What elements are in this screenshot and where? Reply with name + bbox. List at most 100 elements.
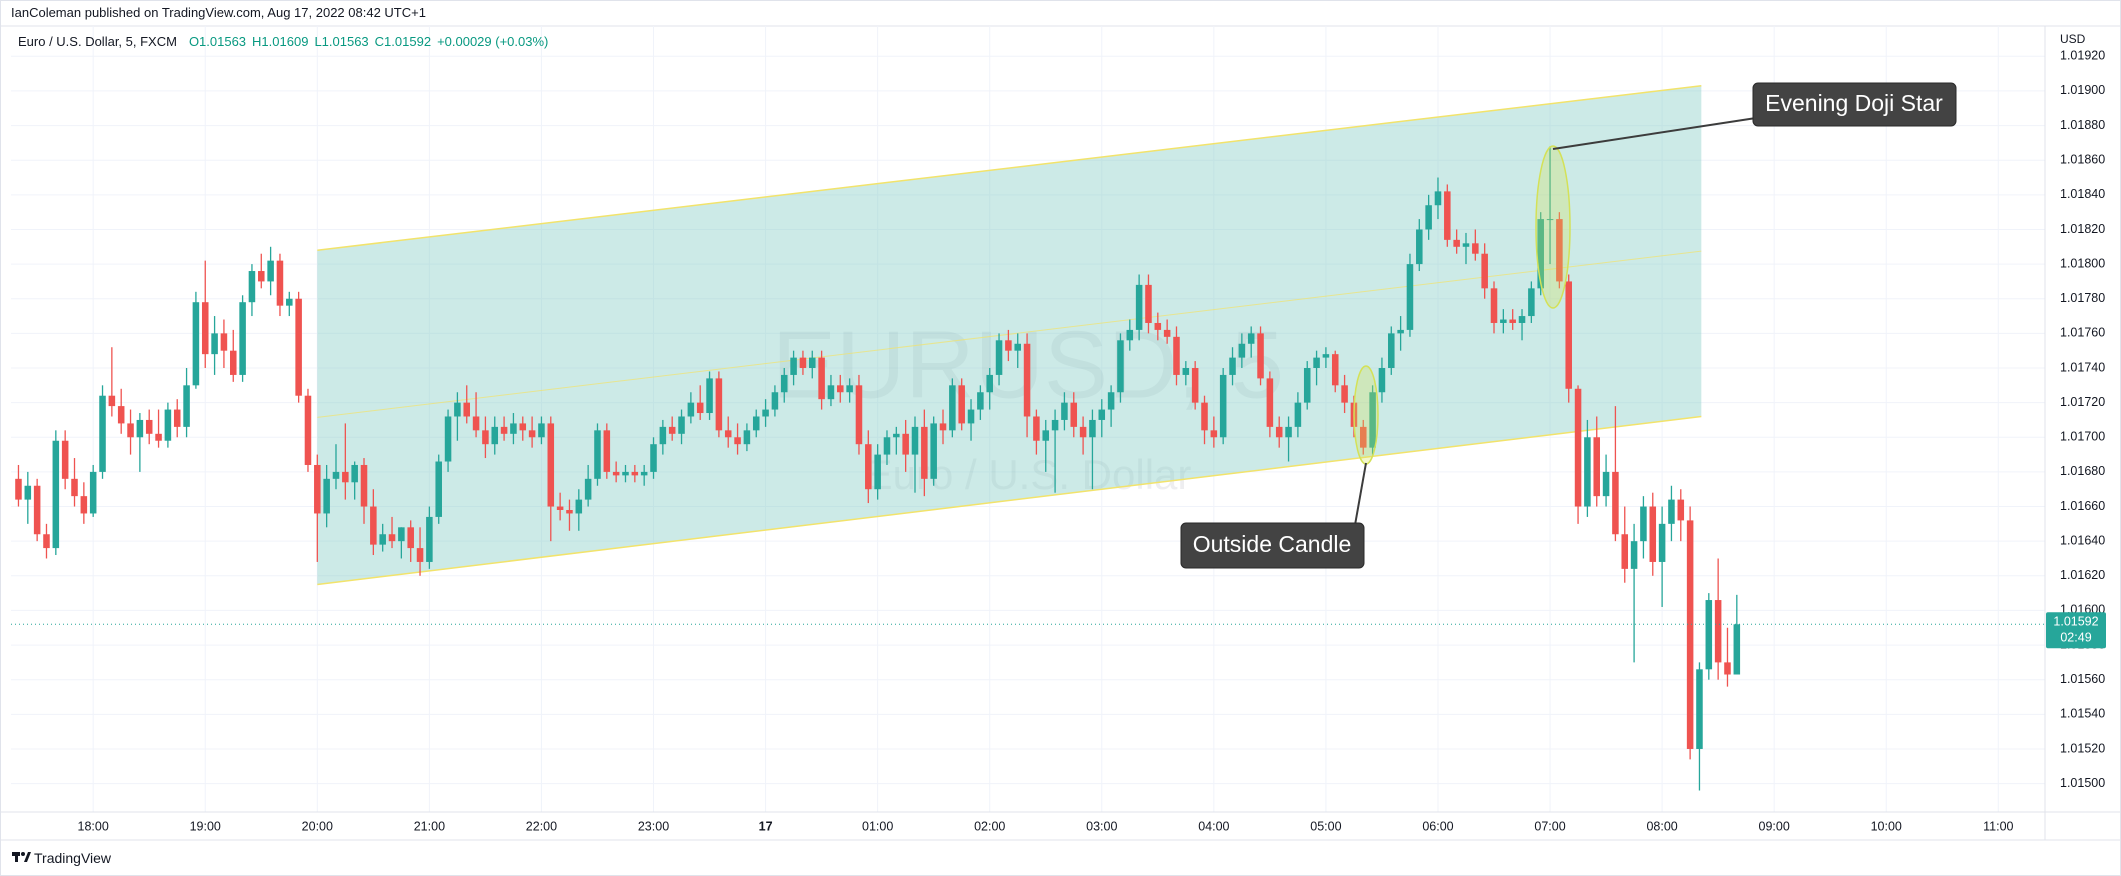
- candle-body: [1444, 191, 1451, 240]
- x-tick-label: 20:00: [302, 819, 333, 833]
- candle-body: [192, 302, 200, 386]
- y-tick-label: 1.01800: [2060, 256, 2105, 270]
- candle-body: [201, 302, 209, 355]
- candle-body: [855, 385, 863, 445]
- candle-body: [43, 534, 50, 549]
- candle-body: [930, 423, 937, 479]
- y-tick-label: 1.01560: [2060, 672, 2105, 686]
- candle-body: [678, 416, 685, 434]
- candle-body: [995, 340, 1003, 375]
- ohlc-low: L1.01563: [314, 34, 369, 49]
- candle-body: [1677, 499, 1685, 521]
- candle-body: [771, 392, 779, 410]
- candle-body: [1219, 374, 1227, 438]
- candle-body: [1397, 329, 1404, 334]
- candle-body: [472, 416, 480, 431]
- candle-body: [332, 471, 340, 479]
- candle-body: [584, 478, 592, 500]
- brand-name: TradingView: [34, 850, 112, 866]
- candle-body: [1275, 426, 1283, 438]
- logo-part: [15, 852, 18, 862]
- callout-pointer: [1552, 117, 1757, 150]
- candle-body: [1163, 329, 1171, 337]
- candle-body: [921, 426, 928, 479]
- x-tick-label: 06:00: [1422, 819, 1453, 833]
- candle-body: [911, 426, 919, 455]
- candle-body: [99, 395, 106, 472]
- candle-body: [631, 471, 639, 476]
- x-tick-label: 21:00: [414, 819, 445, 833]
- candle-body: [874, 454, 881, 490]
- candle-body: [1313, 357, 1320, 369]
- symbol-legend: Euro / U.S. Dollar, 5, FXCM O1.01563 H1.…: [18, 34, 548, 49]
- currency-label: USD: [2060, 32, 2086, 46]
- candle-body: [668, 426, 676, 434]
- candle-body: [379, 534, 386, 545]
- candle-body: [1023, 343, 1031, 417]
- candle-body: [1696, 669, 1703, 749]
- logo-part: [24, 852, 31, 862]
- candle-body: [1089, 419, 1096, 438]
- x-tick-label: 05:00: [1310, 819, 1341, 833]
- candle-body: [622, 471, 629, 476]
- x-tick-label: 17: [759, 819, 773, 833]
- candle-body: [818, 357, 825, 400]
- candle-body: [314, 464, 321, 514]
- x-tick-label: 11:00: [1983, 819, 2013, 833]
- candle-body: [15, 478, 22, 500]
- candle-body: [958, 385, 965, 424]
- channel-lower: [317, 415, 1702, 586]
- candle-body: [519, 423, 527, 431]
- candle-body: [1714, 600, 1722, 663]
- y-tick-label: 1.01640: [2060, 533, 2105, 547]
- candle-body: [1173, 336, 1180, 375]
- x-tick-label: 08:00: [1646, 819, 1677, 833]
- y-tick-label: 1.01700: [2060, 430, 2105, 444]
- candle-body: [351, 464, 358, 483]
- candle-body: [1238, 343, 1246, 358]
- candle-body: [500, 426, 508, 434]
- x-tick-label: 10:00: [1871, 819, 1902, 833]
- candle-body: [1500, 319, 1507, 323]
- channel: [317, 84, 1702, 586]
- x-tick-label: 18:00: [78, 819, 109, 833]
- candle-body: [510, 423, 517, 434]
- candle-body: [1425, 205, 1432, 230]
- candle-body: [426, 516, 433, 562]
- brand-logo: [12, 852, 31, 862]
- candle-body: [967, 409, 975, 424]
- candle-body: [398, 527, 405, 542]
- candle-body: [977, 392, 984, 410]
- candle-body: [650, 444, 657, 472]
- y-tick-label: 1.01840: [2060, 187, 2105, 201]
- symbol-name: Euro / U.S. Dollar, 5, FXCM: [18, 34, 177, 49]
- callout-box: [1752, 82, 1957, 127]
- candle-body: [155, 433, 162, 441]
- candle-body: [1042, 430, 1050, 441]
- candle-body: [1257, 333, 1264, 379]
- candle-body: [902, 433, 909, 455]
- candle-body: [342, 471, 349, 483]
- y-tick-label: 1.01660: [2060, 499, 2105, 513]
- candle-body: [173, 409, 181, 427]
- y-tick-label: 1.01900: [2060, 83, 2105, 97]
- y-tick-label: 1.01520: [2060, 741, 2105, 755]
- candle-body: [127, 423, 134, 438]
- candle-body: [1154, 322, 1162, 330]
- candle-body: [986, 374, 993, 393]
- candle-body: [304, 395, 312, 465]
- candle-body: [1556, 219, 1563, 282]
- y-tick-label: 1.01820: [2060, 222, 2105, 236]
- candle-body: [454, 402, 461, 417]
- candle-body: [1201, 402, 1208, 431]
- candle-body: [846, 385, 853, 393]
- x-tick-label: 04:00: [1198, 819, 1229, 833]
- candle-body: [1051, 419, 1059, 431]
- candle-body: [1014, 343, 1021, 351]
- candle-body: [71, 478, 78, 497]
- candle-body: [1593, 437, 1601, 497]
- candle-body: [1294, 402, 1302, 427]
